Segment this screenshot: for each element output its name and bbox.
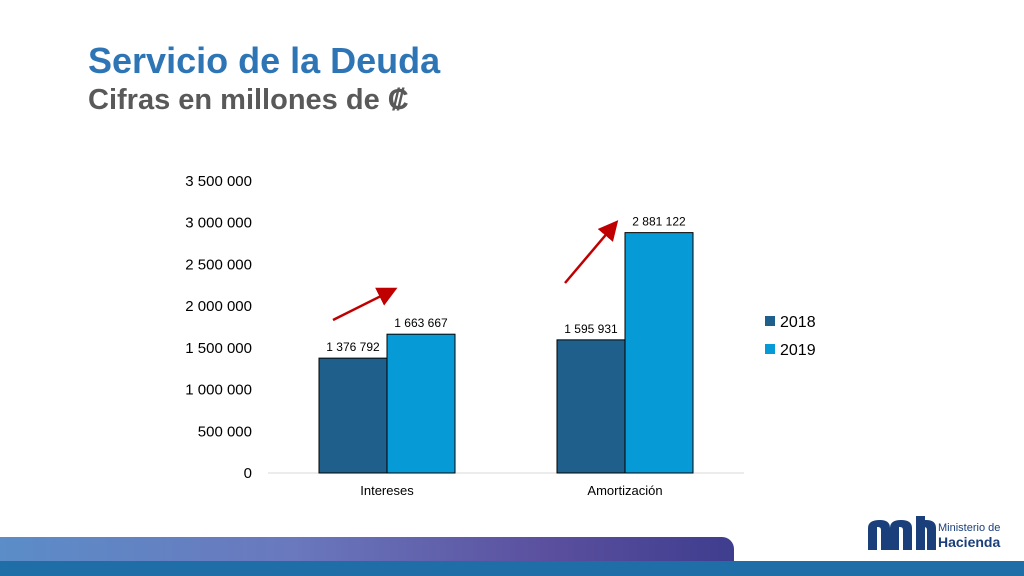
y-tick-label: 1 000 000 [185,382,252,399]
legend-label: 2019 [780,342,816,359]
bar-2018-1 [556,339,626,474]
x-axis: Intereses Amortización [360,483,662,498]
data-label: 1 376 792 [326,340,380,354]
legend: 2018 2019 [765,314,816,359]
logo-text-line2: Hacienda [938,534,1001,550]
legend-swatch-2018 [765,316,775,326]
trend-arrow-amortizacion [564,220,619,284]
legend-swatch-2019 [765,344,775,354]
mh-logo-mark [868,516,936,550]
y-axis: 0 500 000 1 000 000 1 500 000 2 000 000 2 500… [185,173,252,482]
y-tick-label: 2 000 000 [185,298,252,315]
y-tick-label: 1 500 000 [185,340,252,357]
x-category-label: Intereses [360,483,414,498]
legend-label: 2018 [780,314,816,331]
trend-arrows [332,220,619,322]
y-tick-label: 500 000 [198,423,252,440]
footer-band [0,537,734,561]
trend-arrow-intereses [332,287,398,322]
y-tick-label: 3 000 000 [185,215,252,232]
bar-2018-0 [318,357,388,474]
logo-text-line1: Ministerio de [938,522,1001,534]
data-label: 1 595 931 [564,322,618,336]
data-label: 2 881 122 [632,215,686,229]
y-tick-label: 3 500 000 [185,173,252,190]
y-tick-label: 2 500 000 [185,256,252,273]
page-subtitle: Cifras en millones de ₡ [88,84,409,116]
bar-2019-1 [624,232,694,474]
x-category-label: Amortización [587,483,662,498]
bar-2019-0 [386,333,456,474]
page-title: Servicio de la Deuda [88,40,441,81]
data-label: 1 663 667 [394,316,448,330]
y-tick-label: 0 [244,465,252,482]
bars-group: 1 376 792 1 663 667 1 595 931 2 881 122 [318,215,694,474]
ministerio-hacienda-logo: Ministerio de Hacienda [866,514,1006,554]
footer-line [0,561,1024,576]
